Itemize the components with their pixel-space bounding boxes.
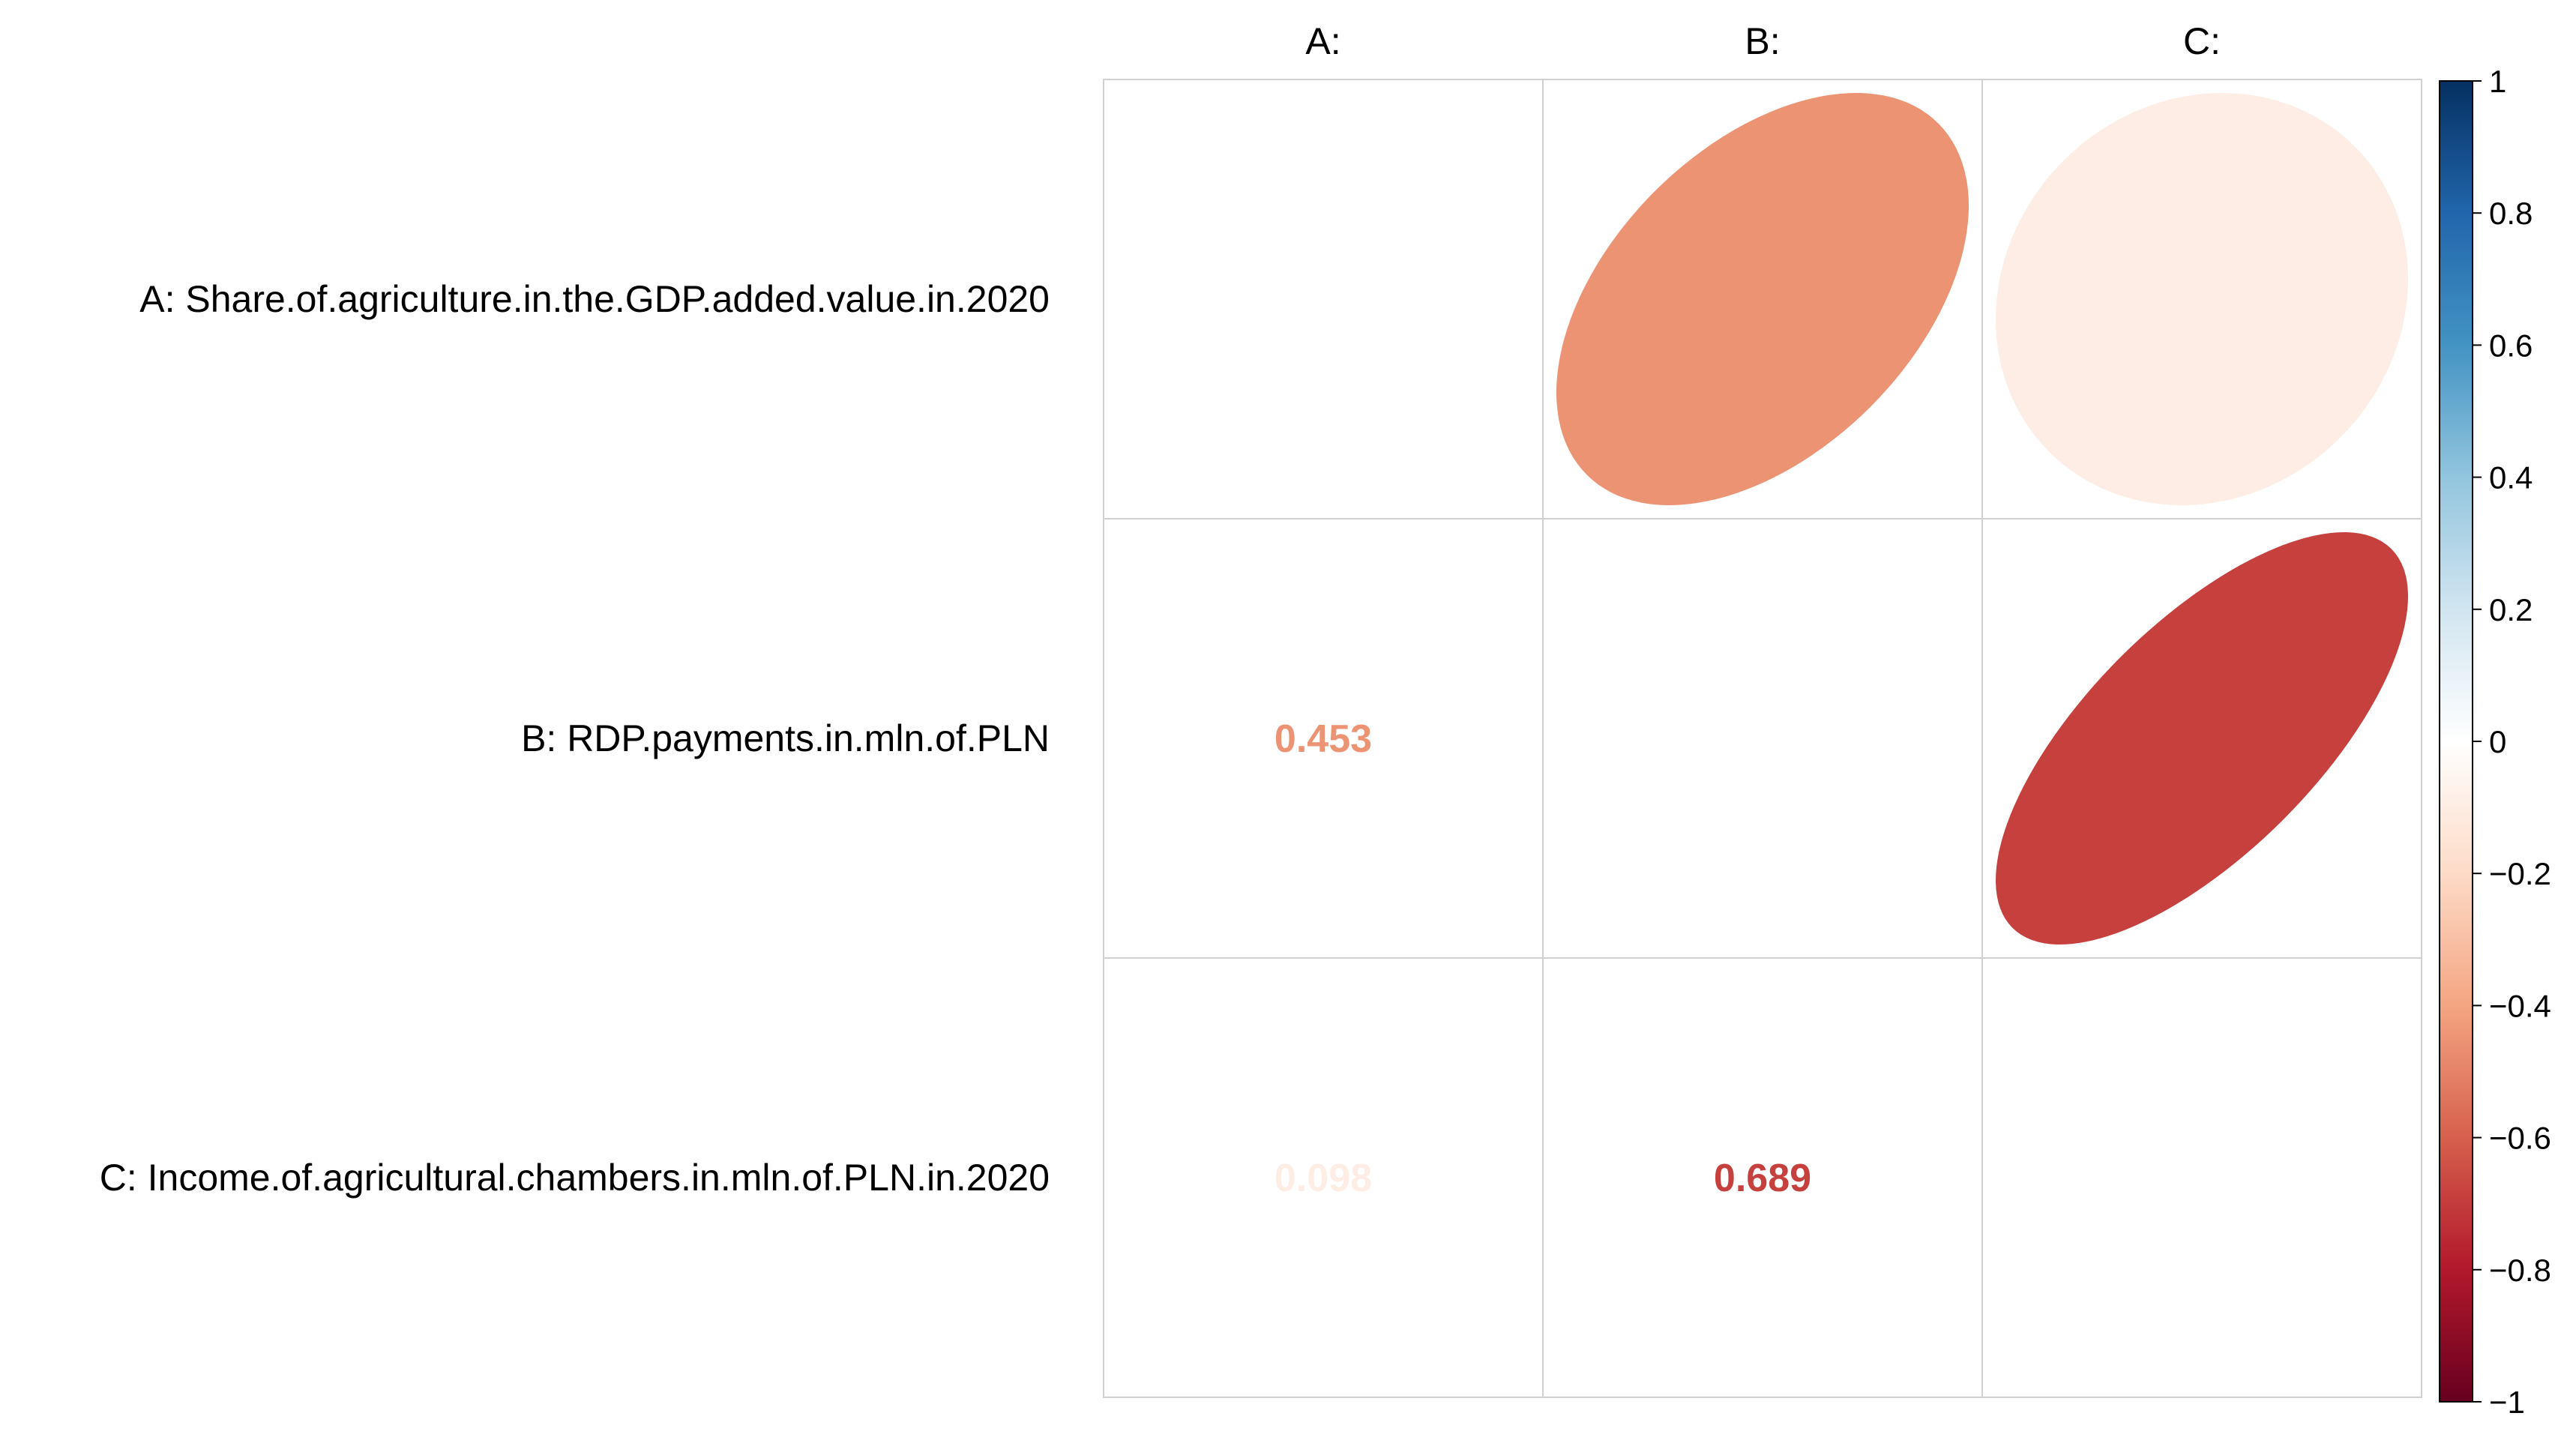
colorbar-tick-label: 1 bbox=[2489, 64, 2506, 99]
colorbar-tick-label: −0.2 bbox=[2489, 856, 2551, 891]
row-label-A: A: Share.of.agriculture.in.the.GDP.added… bbox=[139, 278, 1050, 320]
colorbar-tick-label: −1 bbox=[2489, 1385, 2525, 1420]
grid-cell-C-B bbox=[1542, 957, 1983, 1398]
colorbar-tick-label: −0.4 bbox=[2489, 988, 2551, 1023]
column-label-B: B: bbox=[1745, 20, 1780, 62]
colorbar-tick-label: 0 bbox=[2489, 724, 2506, 759]
grid-cell-B-A bbox=[1103, 518, 1544, 959]
grid-cell-C-A bbox=[1103, 957, 1544, 1398]
row-label-C: C: Income.of.agricultural.chambers.in.ml… bbox=[100, 1157, 1050, 1199]
colorbar-tick-label: 0.6 bbox=[2489, 328, 2533, 363]
colorbar-tick-label: −0.8 bbox=[2489, 1253, 2551, 1288]
grid-cell-A-A bbox=[1103, 79, 1544, 519]
column-label-A: A: bbox=[1305, 20, 1340, 62]
ellipse-B-C bbox=[1995, 532, 2408, 945]
colorbar-tick-label: 0.2 bbox=[2489, 592, 2533, 627]
grid-cell-C-C bbox=[1981, 957, 2422, 1398]
grid-cell-B-B bbox=[1542, 518, 1983, 959]
value-label-C-A: 0.098 bbox=[1275, 1157, 1372, 1200]
colorbar bbox=[2439, 80, 2473, 1403]
colorbar-tick-label: 0.4 bbox=[2489, 460, 2533, 495]
value-label-B-A: 0.453 bbox=[1275, 717, 1372, 761]
colorbar-tick-label: −0.6 bbox=[2489, 1121, 2551, 1156]
value-label-C-B: 0.689 bbox=[1714, 1157, 1811, 1200]
colorbar-tick-label: 0.8 bbox=[2489, 196, 2533, 231]
ellipse-A-C bbox=[1995, 93, 2408, 506]
ellipse-A-B bbox=[1556, 92, 1969, 505]
row-label-B: B: RDP.payments.in.mln.of.PLN bbox=[521, 717, 1050, 759]
column-label-C: C: bbox=[2183, 20, 2221, 62]
